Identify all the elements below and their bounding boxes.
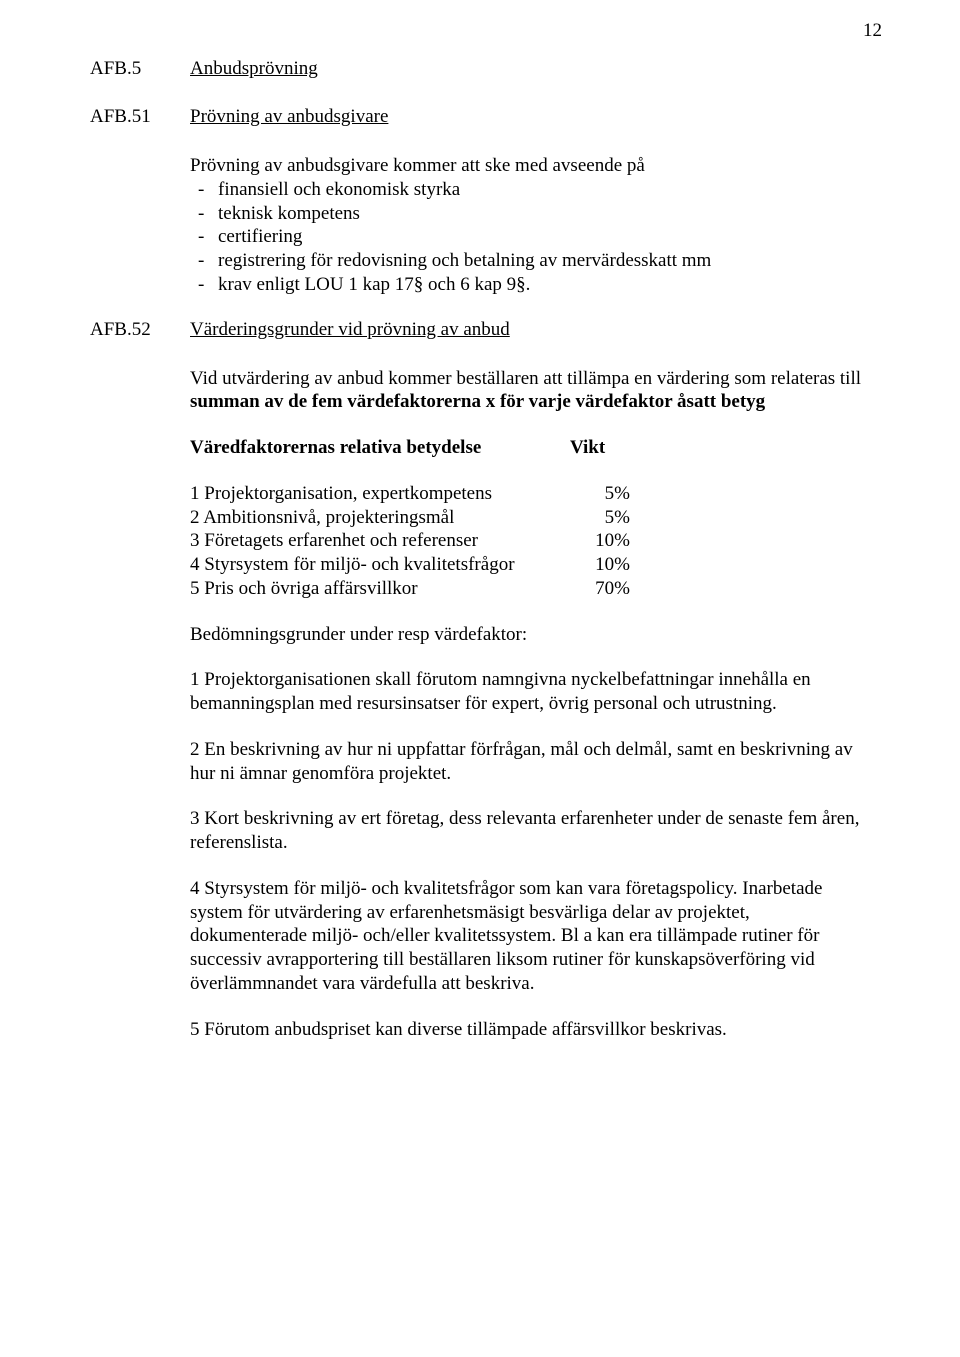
document-page: 12 AFB.5 Anbudsprövning AFB.51 Prövning … [0, 0, 960, 1113]
factor-value: 5% [570, 506, 630, 530]
assessment-header: Bedömningsgrunder under resp värdefaktor… [190, 623, 870, 647]
evaluation-paragraph: Vid utvärdering av anbud kommer beställa… [190, 367, 870, 415]
page-number: 12 [863, 20, 882, 42]
table-row: 1 Projektorganisation, expertkompetens 5… [190, 482, 870, 506]
factor-table-header: Väredfaktorernas relativa betydelse Vikt [190, 436, 870, 460]
list-item: krav enligt LOU 1 kap 17§ och 6 kap 9§. [190, 273, 870, 297]
section-code: AFB.51 [90, 106, 190, 128]
list-item: finansiell och ekonomisk styrka [190, 178, 870, 202]
table-row: 3 Företagets erfarenhet och referenser 1… [190, 529, 870, 553]
factor-label: 4 Styrsystem för miljö- och kvalitetsfrå… [190, 553, 570, 577]
section-afb51: AFB.51 Prövning av anbudsgivare [90, 106, 870, 128]
table-row: 5 Pris och övriga affärsvillkor 70% [190, 577, 870, 601]
numbered-item: 3 Kort beskrivning av ert företag, dess … [190, 807, 870, 855]
factor-value: 5% [570, 482, 630, 506]
factor-value: 70% [570, 577, 630, 601]
factor-label: 3 Företagets erfarenhet och referenser [190, 529, 570, 553]
factor-table: Väredfaktorernas relativa betydelse Vikt… [190, 436, 870, 601]
list-item: teknisk kompetens [190, 202, 870, 226]
para-text-a: Vid utvärdering av anbud kommer beställa… [190, 368, 861, 389]
section-title: Värderingsgrunder vid prövning av anbud [190, 319, 510, 341]
intro-text: Prövning av anbudsgivare kommer att ske … [190, 154, 870, 178]
factor-value: 10% [570, 553, 630, 577]
section-afb5: AFB.5 Anbudsprövning [90, 58, 870, 80]
factor-header-label: Väredfaktorernas relativa betydelse [190, 436, 570, 460]
table-row: 4 Styrsystem för miljö- och kvalitetsfrå… [190, 553, 870, 577]
numbered-item: 2 En beskrivning av hur ni uppfattar för… [190, 738, 870, 786]
section-title: Anbudsprövning [190, 58, 318, 80]
section-afb51-body: Prövning av anbudsgivare kommer att ske … [190, 154, 870, 297]
numbered-item: 1 Projektorganisationen skall förutom na… [190, 668, 870, 716]
numbered-item: 4 Styrsystem för miljö- och kvalitetsfrå… [190, 877, 870, 996]
section-code: AFB.5 [90, 58, 190, 80]
para-text-b-bold: summan av de fem värdefaktorerna x för v… [190, 391, 765, 412]
section-title: Prövning av anbudsgivare [190, 106, 388, 128]
factor-label: 5 Pris och övriga affärsvillkor [190, 577, 570, 601]
section-code: AFB.52 [90, 319, 190, 341]
factor-header-weight: Vikt [570, 436, 605, 460]
table-row: 2 Ambitionsnivå, projekteringsmål 5% [190, 506, 870, 530]
bullet-list: finansiell och ekonomisk styrka teknisk … [190, 178, 870, 297]
section-afb52-body: Vid utvärdering av anbud kommer beställa… [190, 367, 870, 1042]
factor-value: 10% [570, 529, 630, 553]
list-item: registrering för redovisning och betalni… [190, 249, 870, 273]
numbered-item: 5 Förutom anbudspriset kan diverse tillä… [190, 1018, 870, 1042]
factor-label: 1 Projektorganisation, expertkompetens [190, 482, 570, 506]
list-item: certifiering [190, 225, 870, 249]
factor-label: 2 Ambitionsnivå, projekteringsmål [190, 506, 570, 530]
section-afb52: AFB.52 Värderingsgrunder vid prövning av… [90, 319, 870, 341]
